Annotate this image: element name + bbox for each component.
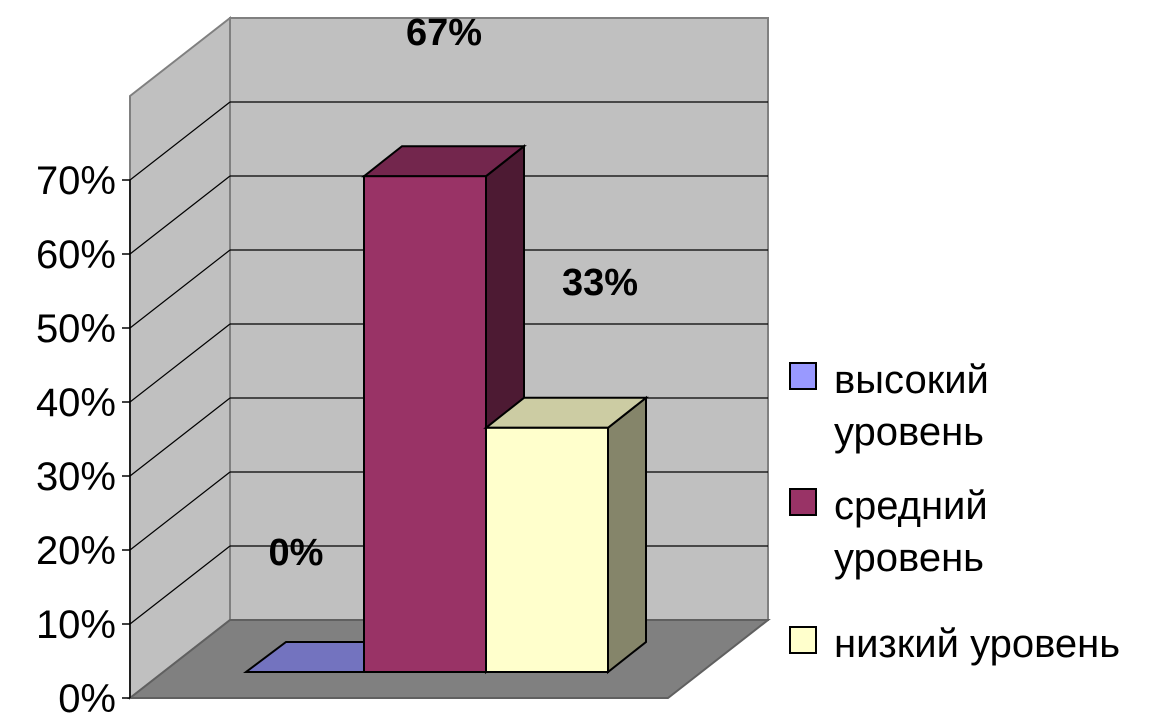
bar [485, 426, 609, 673]
data-label: 33% [562, 262, 638, 304]
y-tick-label: 30% [36, 455, 116, 499]
chart-bars [243, 144, 649, 675]
bar-side [607, 395, 647, 675]
legend-swatch [789, 488, 817, 516]
legend-label: низкий уровень [834, 622, 1120, 666]
y-tick-label: 0% [58, 677, 116, 721]
gridline-side [129, 249, 231, 329]
data-labels: 0% 67% 33% [269, 12, 638, 574]
y-tick-label: 70% [36, 159, 116, 203]
gridline-side [129, 323, 231, 403]
data-label: 67% [406, 12, 482, 54]
legend-label: высокий [834, 358, 989, 402]
gridline-side [129, 471, 231, 551]
gridline-side [129, 101, 231, 181]
legend-label: средний [834, 484, 988, 528]
y-tick-label: 20% [36, 529, 116, 573]
legend-swatch [789, 626, 817, 654]
side-wall [129, 15, 231, 701]
y-tick-label: 60% [36, 233, 116, 277]
y-tick-label: 10% [36, 603, 116, 647]
gridline-side [129, 397, 231, 477]
gridline-side [129, 545, 231, 625]
legend-label: уровень [834, 410, 984, 454]
legend: высокий уровень средний уровень низкий урове… [789, 358, 1120, 666]
y-axis-ticks: 0% 10% 20% 30% 40% 50% 60% 70% [36, 159, 131, 721]
data-label: 0% [269, 532, 324, 574]
legend-label: уровень [834, 536, 984, 580]
y-tick-label: 50% [36, 307, 116, 351]
legend-swatch [789, 362, 817, 390]
gridline-side [129, 175, 231, 255]
y-tick-label: 40% [36, 381, 116, 425]
bar [363, 175, 487, 673]
